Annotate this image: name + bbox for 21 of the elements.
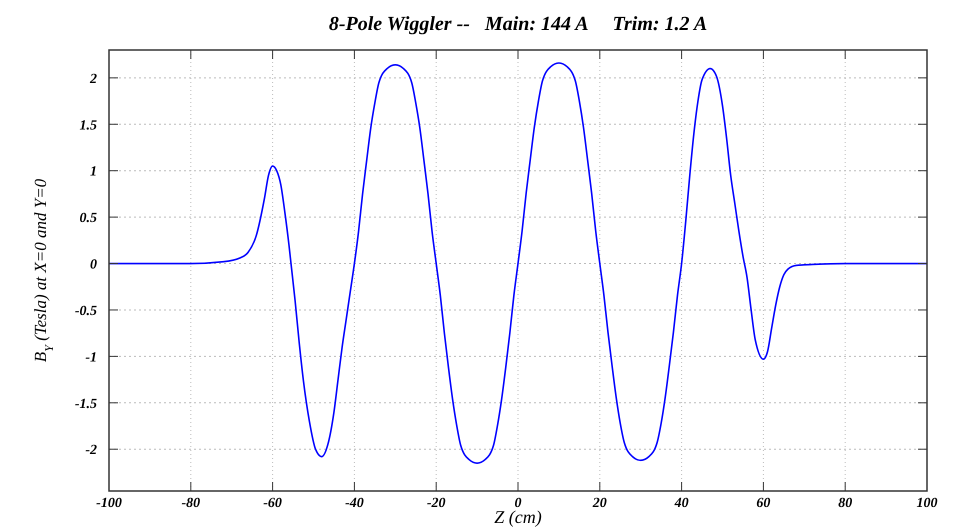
x-tick-label: 40 xyxy=(674,496,689,511)
line-series xyxy=(108,62,928,464)
x-tick-label: 100 xyxy=(916,496,938,511)
y-tick-label: -1 xyxy=(85,350,97,366)
y-tick-label: 0.5 xyxy=(80,211,97,226)
x-tick-label: 80 xyxy=(838,496,852,511)
y-tick-label: -1.5 xyxy=(74,396,97,412)
y-tick-label: -0.5 xyxy=(74,304,97,319)
x-tick-label: -40 xyxy=(345,496,364,511)
y-tick-label: 1 xyxy=(90,164,97,180)
y-tick-label: 2 xyxy=(89,72,97,87)
x-tick-label: 60 xyxy=(756,496,770,511)
x-tick-label: -80 xyxy=(181,496,200,511)
y-tick-label: 1.5 xyxy=(80,118,97,134)
chart-title: 8-Pole Wiggler -- Main: 144 A Trim: 1.2 A xyxy=(328,13,708,35)
x-tick-label: -20 xyxy=(426,496,446,511)
y-tick-label: -2 xyxy=(85,443,97,458)
x-tick-label: -100 xyxy=(96,496,122,511)
y-tick-label: 0 xyxy=(90,258,97,273)
x-tick-label: -60 xyxy=(263,496,282,511)
x-tick-label: 20 xyxy=(592,496,607,511)
